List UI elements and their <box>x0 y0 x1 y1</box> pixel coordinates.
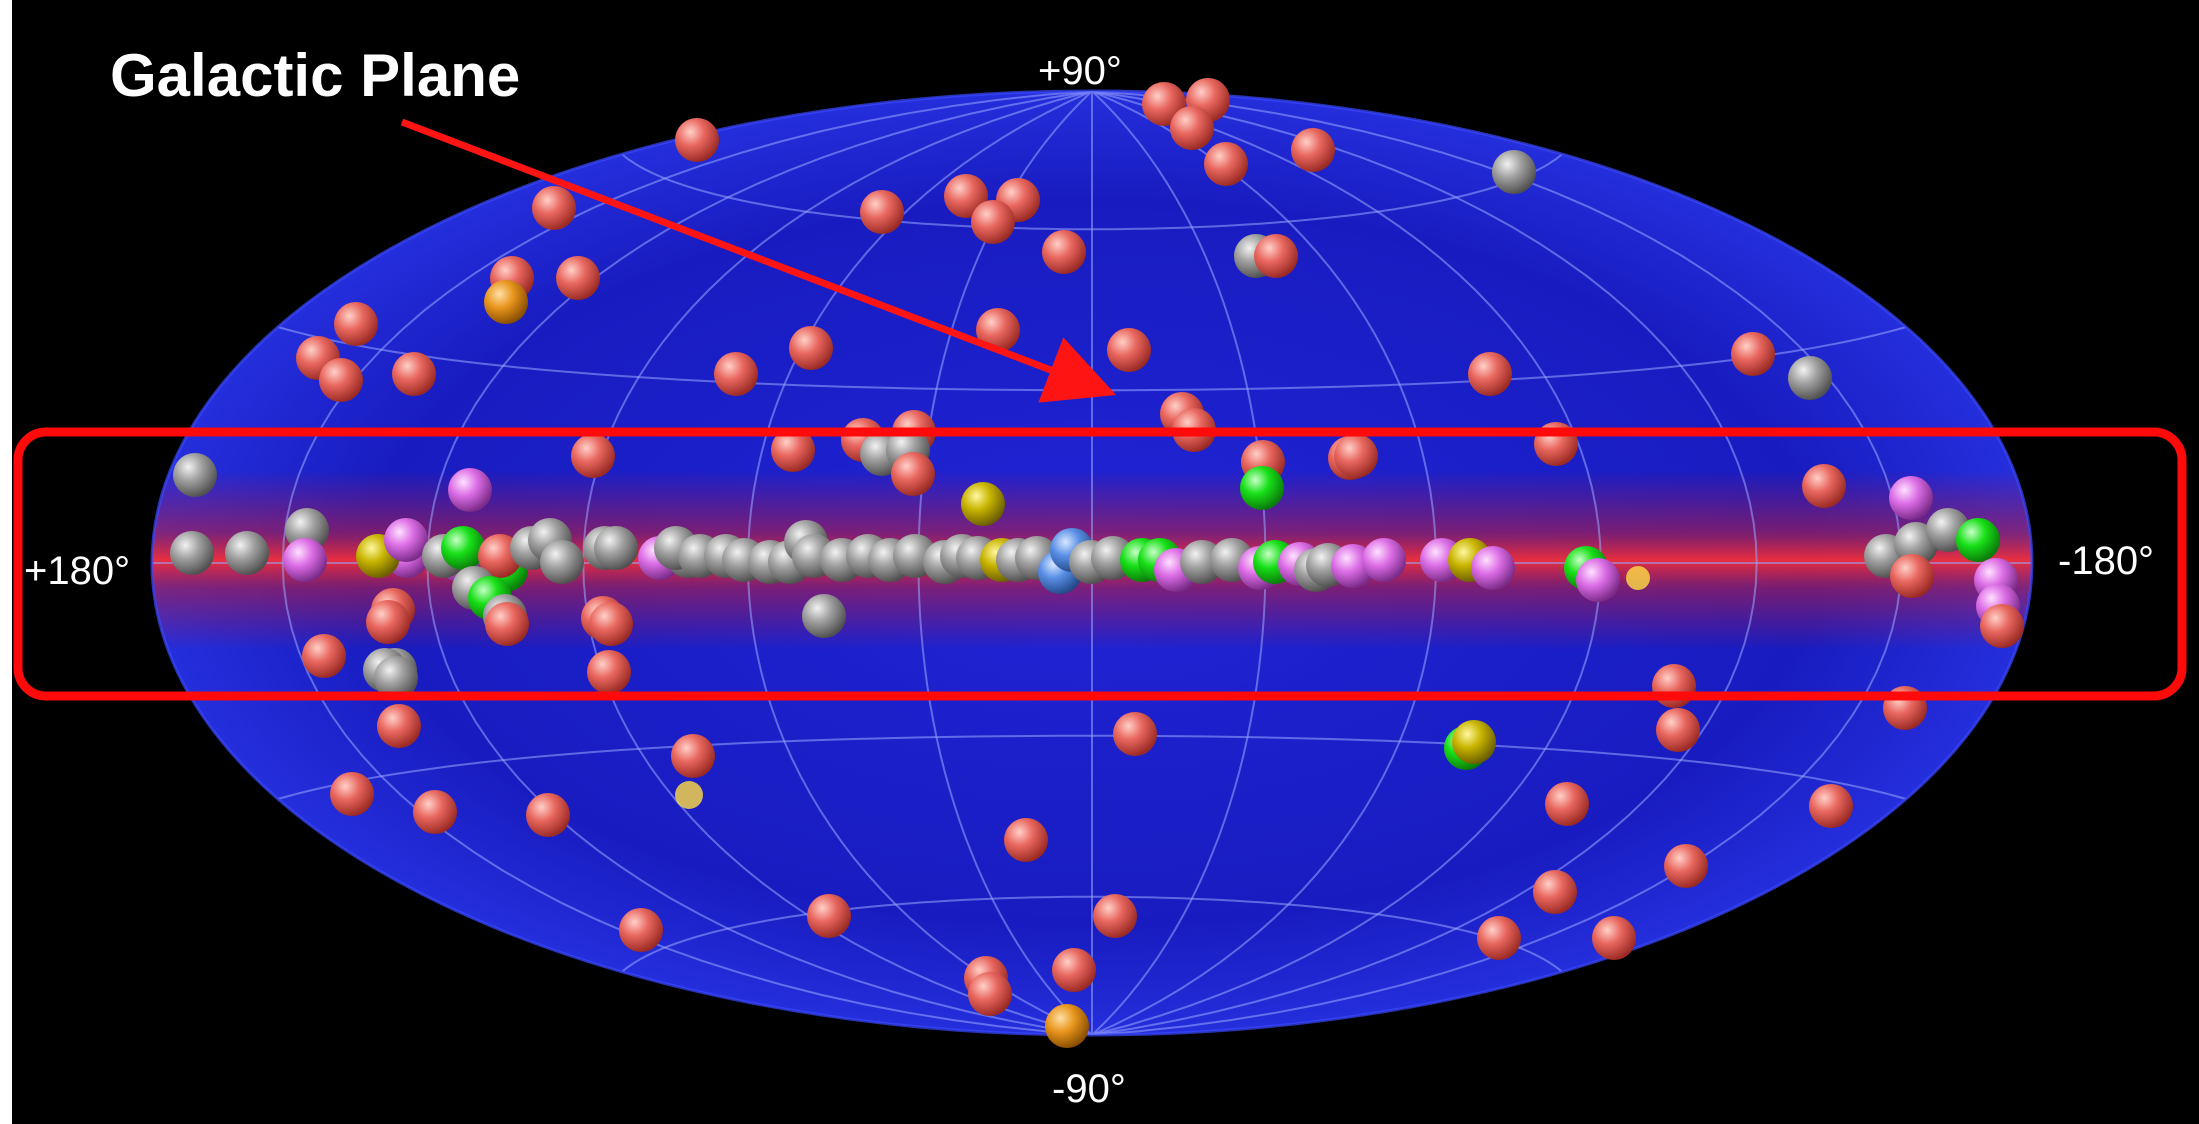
salmon-source-marker <box>1592 916 1636 960</box>
salmon-source-marker <box>976 308 1020 352</box>
salmon-source-marker <box>1545 782 1589 826</box>
salmon-source-marker <box>968 972 1012 1016</box>
magenta-source-marker <box>1471 546 1515 590</box>
magenta-source-marker <box>1362 538 1406 582</box>
salmon-source-marker <box>671 734 715 778</box>
salmon-source-marker <box>366 600 410 644</box>
gray-source-marker <box>374 656 418 700</box>
salmon-source-marker <box>556 256 600 300</box>
yellow-source-marker <box>961 482 1005 526</box>
salmon-source-marker <box>377 704 421 748</box>
salmon-source-marker <box>1477 916 1521 960</box>
gray-source-marker <box>225 531 269 575</box>
magenta-source-marker <box>1576 558 1620 602</box>
salmon-source-marker <box>334 302 378 346</box>
salmon-source-marker <box>1664 844 1708 888</box>
green-source-marker <box>441 526 485 570</box>
yellow-source-marker <box>1452 720 1496 764</box>
salmon-source-marker <box>1809 784 1853 828</box>
parallel-line <box>621 153 1563 231</box>
left-margin <box>0 0 12 1124</box>
salmon-source-marker <box>587 650 631 694</box>
salmon-source-marker <box>1334 434 1378 478</box>
salmon-source-marker <box>392 352 436 396</box>
south-pole-label: -90° <box>1052 1067 1126 1111</box>
bright-spot <box>675 781 703 809</box>
gray-source-marker <box>540 540 584 584</box>
parallel-line <box>277 734 1907 800</box>
salmon-source-marker <box>675 118 719 162</box>
salmon-source-marker <box>330 772 374 816</box>
salmon-source-marker <box>1052 948 1096 992</box>
galactic-plane-box <box>13 427 2187 701</box>
green-source-marker <box>1956 518 2000 562</box>
salmon-source-marker <box>1254 234 1298 278</box>
gray-source-marker <box>170 531 214 575</box>
galactic-plane-label: Galactic Plane <box>110 42 520 109</box>
salmon-source-marker <box>771 428 815 472</box>
gray-source-marker <box>1492 150 1536 194</box>
salmon-source-marker <box>714 352 758 396</box>
salmon-source-marker <box>789 326 833 370</box>
galactic-plane-arrow <box>400 118 1117 403</box>
salmon-source-marker <box>1170 106 1214 150</box>
salmon-source-marker <box>619 908 663 952</box>
salmon-source-marker <box>413 790 457 834</box>
magenta-source-marker <box>283 538 327 582</box>
salmon-source-marker <box>1291 128 1335 172</box>
gray-source-marker <box>173 453 217 497</box>
bright-spot <box>1626 566 1650 590</box>
orange-source-marker <box>1045 1004 1089 1048</box>
salmon-source-marker <box>302 634 346 678</box>
salmon-source-marker <box>1107 328 1151 372</box>
parallel-line <box>621 895 1563 973</box>
magenta-source-marker <box>448 468 492 512</box>
salmon-source-marker <box>319 358 363 402</box>
salmon-source-marker <box>1042 230 1086 274</box>
salmon-source-marker <box>1113 712 1157 756</box>
salmon-source-marker <box>807 894 851 938</box>
salmon-source-marker <box>485 602 529 646</box>
magenta-source-marker <box>384 518 428 562</box>
salmon-source-marker <box>1533 870 1577 914</box>
salmon-source-marker <box>571 434 615 478</box>
salmon-source-marker <box>1802 464 1846 508</box>
salmon-source-marker <box>971 200 1015 244</box>
gray-source-marker <box>594 526 638 570</box>
north-pole-label: +90° <box>1038 49 1122 93</box>
salmon-source-marker <box>1731 332 1775 376</box>
salmon-source-marker <box>1890 554 1934 598</box>
gray-source-marker <box>802 594 846 638</box>
salmon-source-marker <box>1980 604 2024 648</box>
gray-source-marker <box>1788 356 1832 400</box>
salmon-source-marker <box>532 186 576 230</box>
source-markers <box>170 78 2024 1048</box>
right-longitude-label: -180° <box>2058 539 2154 583</box>
salmon-source-marker <box>1656 708 1700 752</box>
salmon-source-marker <box>1468 352 1512 396</box>
salmon-source-marker <box>1004 818 1048 862</box>
salmon-source-marker <box>1093 894 1137 938</box>
salmon-source-marker <box>1652 664 1696 708</box>
salmon-source-marker <box>1204 142 1248 186</box>
sky-outline <box>150 89 2034 1037</box>
salmon-source-marker <box>860 190 904 234</box>
salmon-source-marker <box>526 793 570 837</box>
salmon-source-marker <box>891 452 935 496</box>
magenta-source-marker <box>1889 476 1933 520</box>
salmon-source-marker <box>589 602 633 646</box>
green-source-marker <box>1240 466 1284 510</box>
left-longitude-label: +180° <box>24 549 130 593</box>
orange-source-marker <box>484 280 528 324</box>
